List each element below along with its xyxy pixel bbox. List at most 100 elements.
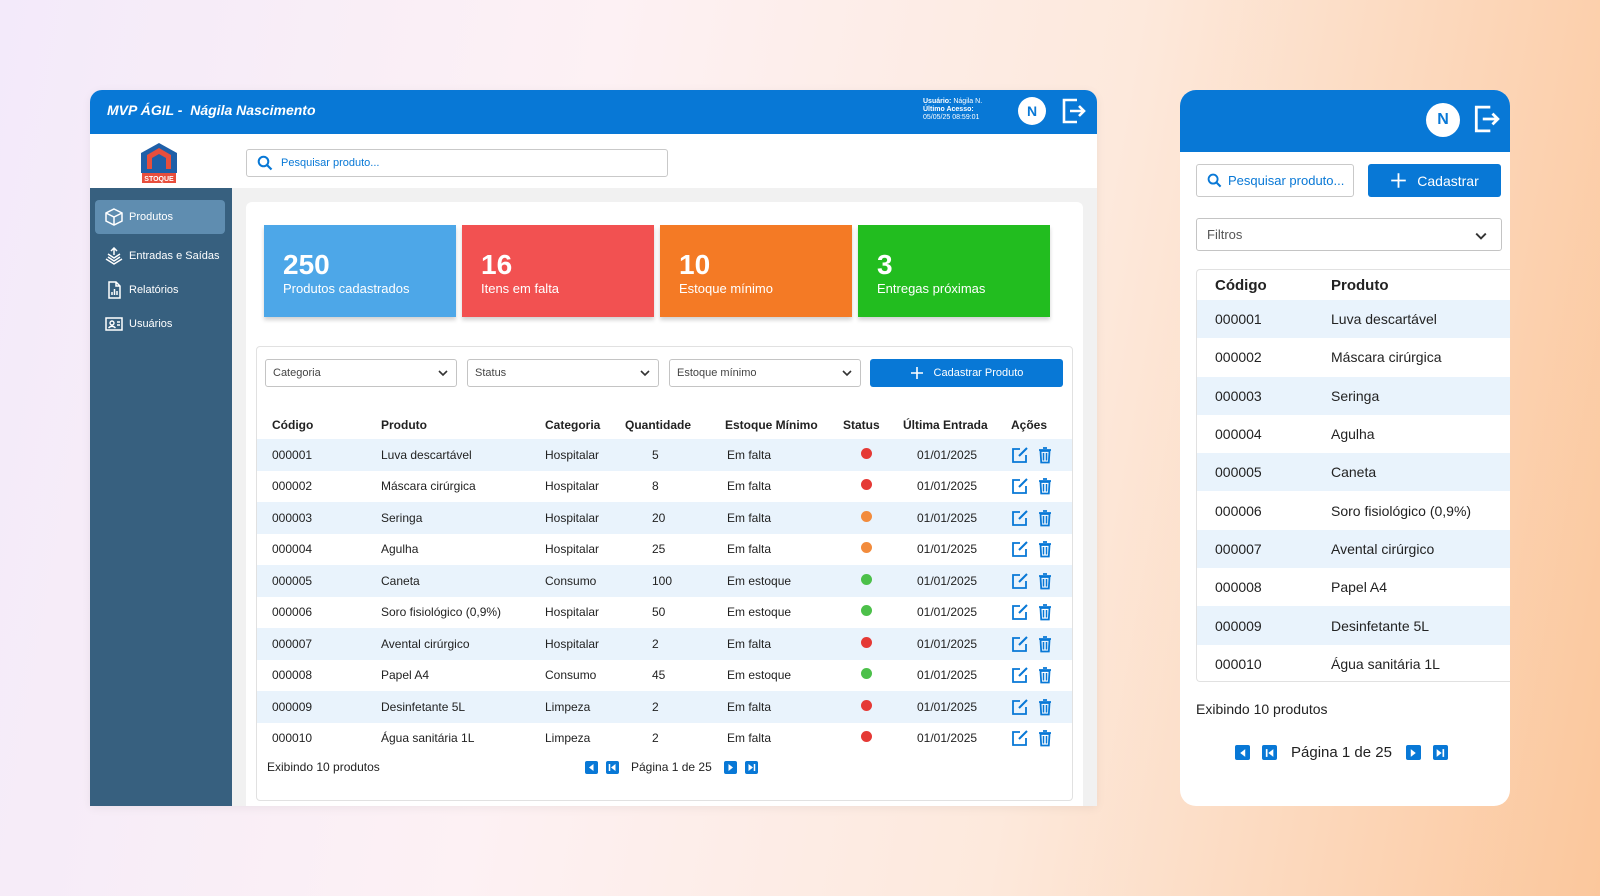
table-row[interactable]: 000005 Caneta Consumo 100 Em estoque 01/01/20… [257, 565, 1072, 597]
trash-icon[interactable] [1036, 540, 1054, 558]
search-input[interactable] [1228, 173, 1353, 188]
trash-icon[interactable] [1036, 603, 1054, 621]
cell-status [843, 471, 903, 503]
table-row[interactable]: 000006 Soro fisiológico (0,9%) [1197, 491, 1510, 529]
cell-acoes [1011, 723, 1072, 755]
cadastrar-button[interactable]: Cadastrar [1368, 164, 1501, 197]
card-label: Estoque mínimo [679, 281, 773, 296]
footer-count: Exibindo 10 produtos [267, 760, 380, 774]
table-row[interactable]: 000004 Agulha Hospitalar 25 Em falta 01/01/20… [257, 534, 1072, 566]
search-input[interactable] [281, 157, 661, 169]
col-codigo[interactable]: Código [1215, 276, 1267, 294]
table-row[interactable]: 000007 Avental cirúrgico [1197, 529, 1510, 569]
avatar[interactable]: N [1426, 103, 1460, 137]
sidebar-item-entradas-saidas[interactable]: Entradas e Saídas [95, 239, 225, 273]
col-quantidade[interactable]: Quantidade [625, 418, 692, 432]
table-row[interactable]: 000004 Agulha [1197, 415, 1510, 453]
cell-estoque-minimo: Em falta [725, 628, 843, 660]
trash-icon[interactable] [1036, 635, 1054, 653]
table-row[interactable]: 000003 Seringa Hospitalar 20 Em falta 01/01/2… [257, 502, 1072, 534]
edit-icon[interactable] [1011, 698, 1029, 716]
cell-estoque-minimo: Em falta [727, 542, 772, 557]
status-select[interactable]: Status [467, 359, 659, 387]
col-produto[interactable]: Produto [1331, 276, 1389, 294]
edit-icon[interactable] [1011, 509, 1029, 527]
edit-icon[interactable] [1011, 666, 1029, 684]
edit-icon[interactable] [1011, 477, 1029, 495]
table-row[interactable]: 000001 Luva descartável Hospitalar 5 Em falt… [257, 439, 1072, 471]
edit-icon[interactable] [1011, 572, 1029, 590]
prev-page-button[interactable] [585, 760, 598, 774]
table-row[interactable]: 000006 Soro fisiológico (0,9%) Hospitalar 5… [257, 597, 1072, 629]
trash-icon[interactable] [1036, 698, 1054, 716]
sidebar-item-produtos[interactable]: Produtos [95, 200, 225, 234]
trash-icon[interactable] [1036, 477, 1054, 495]
card-label: Entregas próximas [877, 281, 986, 296]
edit-icon[interactable] [1011, 540, 1029, 558]
col-categoria[interactable]: Categoria [545, 418, 601, 432]
table-row[interactable]: 000009 Desinfetante 5L Limpeza 2 Em falta 01/… [257, 691, 1072, 723]
edit-icon[interactable] [1011, 635, 1029, 653]
table-row[interactable]: 000002 Máscara cirúrgica Hospitalar 8 Em fal… [257, 471, 1072, 503]
cell-codigo: 000005 [1197, 453, 1331, 492]
sidebar: STOQUE Produtos Entradas e Saídas Relató… [90, 134, 232, 806]
status-dot [861, 510, 872, 522]
table-row[interactable]: 000010 Água sanitária 1L Limpeza 2 Em falta 0… [257, 723, 1072, 755]
cell-categoria: Consumo [545, 668, 597, 683]
sidebar-item-usuarios[interactable]: Usuários [95, 307, 225, 341]
next-icon [728, 763, 733, 771]
trash-icon[interactable] [1036, 446, 1054, 464]
edit-icon[interactable] [1011, 729, 1029, 747]
table-row[interactable]: 000002 Máscara cirúrgica [1197, 338, 1510, 376]
cell-codigo: 000009 [1197, 606, 1331, 645]
first-page-button[interactable] [1262, 745, 1277, 760]
filtros-select[interactable]: Filtros [1196, 218, 1502, 251]
cell-quantidade: 45 [652, 668, 666, 683]
col-ultima-entrada[interactable]: Última Entrada [903, 418, 988, 432]
col-produto[interactable]: Produto [381, 418, 427, 432]
last-page-button[interactable] [744, 760, 758, 774]
cell-ultima-entrada: 01/01/2025 [903, 691, 1011, 723]
col-status[interactable]: Status [843, 418, 880, 432]
estoque-minimo-select[interactable]: Estoque mínimo [669, 359, 861, 387]
table-row[interactable]: 000003 Seringa [1197, 376, 1510, 415]
logout-icon[interactable] [1060, 97, 1086, 125]
categoria-select[interactable]: Categoria [265, 359, 457, 387]
col-codigo[interactable]: Código [272, 418, 314, 432]
avatar[interactable]: N [1018, 97, 1046, 125]
table-row[interactable]: 000007 Avental cirúrgico Hospitalar 2 Em fal… [257, 628, 1072, 660]
trash-icon[interactable] [1036, 572, 1054, 590]
logout-icon[interactable] [1472, 103, 1500, 135]
col-estoque-minimo[interactable]: Estoque Mínimo [725, 418, 818, 432]
card-entregas-proximas[interactable]: 3 Entregas próximas [858, 225, 1050, 317]
cadastrar-produto-button[interactable]: Cadastrar Produto [870, 359, 1063, 387]
trash-icon[interactable] [1036, 666, 1054, 684]
pagination: Página 1 de 25 [585, 760, 758, 774]
cell-codigo: 000006 [272, 605, 313, 620]
cell-status [843, 723, 903, 755]
logo-area: STOQUE [90, 134, 232, 188]
table-row[interactable]: 000005 Caneta [1197, 453, 1510, 492]
cell-ultima-entrada: 01/01/2025 [917, 542, 978, 557]
cell-categoria: Limpeza [545, 691, 625, 723]
last-page-button[interactable] [1432, 745, 1448, 760]
table-row[interactable]: 000010 Água sanitária 1L [1197, 645, 1510, 681]
next-page-button[interactable] [723, 760, 737, 774]
card-produtos-cadastrados[interactable]: 250 Produtos cadastrados [264, 225, 456, 317]
next-page-button[interactable] [1405, 745, 1421, 760]
table-row[interactable]: 000008 Papel A4 Consumo 45 Em estoque 01/01/2… [257, 660, 1072, 692]
first-page-button[interactable] [606, 760, 619, 774]
trash-icon[interactable] [1036, 509, 1054, 527]
edit-icon[interactable] [1011, 603, 1029, 621]
table-row[interactable]: 000001 Luva descartável [1197, 300, 1510, 339]
sidebar-item-relatorios[interactable]: Relatórios [95, 273, 225, 307]
table-row[interactable]: 000009 Desinfetante 5L [1197, 606, 1510, 645]
card-estoque-minimo[interactable]: 10 Estoque mínimo [660, 225, 852, 317]
usuario-label: Usuário: [923, 98, 952, 105]
card-itens-em-falta[interactable]: 16 Itens em falta [462, 225, 654, 317]
cell-quantidade: 25 [652, 542, 666, 557]
table-row[interactable]: 000008 Papel A4 [1197, 568, 1510, 606]
edit-icon[interactable] [1011, 446, 1029, 464]
prev-page-button[interactable] [1235, 745, 1250, 760]
trash-icon[interactable] [1036, 729, 1054, 747]
